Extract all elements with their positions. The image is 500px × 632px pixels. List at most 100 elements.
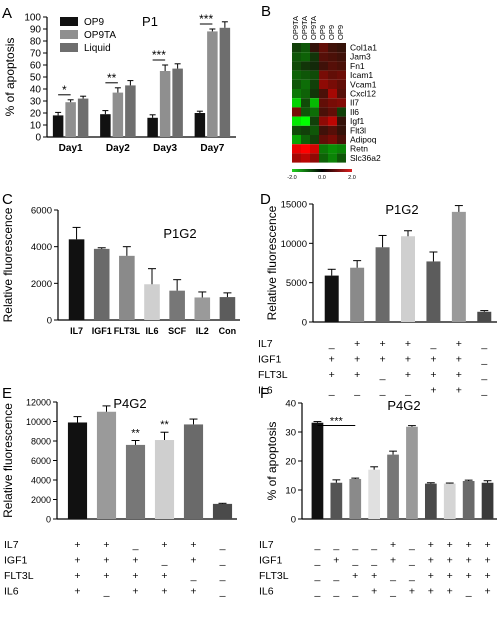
x-tick-label: SCF: [168, 326, 187, 336]
condition-symbol: +: [405, 354, 411, 366]
condition-label: IL6: [4, 586, 19, 598]
heatmap-cell: [310, 116, 319, 126]
bar: [93, 248, 110, 320]
heatmap-cell: [292, 107, 301, 117]
heatmap-cell: [292, 52, 301, 62]
chart-panel-f: 0 10 20 30 40 % of apoptosis P4G2 *** IL7 _ _ _ _ + _ +…: [259, 398, 497, 598]
heatmap-row-label: Retn: [350, 144, 368, 154]
condition-symbol: +: [161, 570, 167, 582]
heatmap-row-label: Il6: [350, 107, 359, 117]
heatmap-cell: [328, 61, 337, 71]
x-tick-label: IL6: [145, 326, 158, 336]
condition-label: FLT3L: [258, 369, 288, 381]
heatmap-column-label: OP9TA: [300, 16, 309, 40]
heatmap-cell: [328, 116, 337, 126]
bar: [172, 68, 183, 137]
heatmap-cell: [301, 70, 310, 80]
bar: [112, 92, 124, 137]
condition-symbol: _: [332, 586, 339, 598]
bar: [212, 503, 233, 519]
heatmap-cell: [328, 125, 337, 135]
condition-symbol: +: [74, 555, 80, 567]
bar: [159, 71, 171, 137]
bar: [183, 424, 204, 519]
heatmap-cell: [319, 43, 328, 53]
heatmap-cell: [292, 79, 301, 89]
heatmap-cell: [319, 125, 328, 135]
heatmap-cell: [337, 116, 346, 126]
condition-symbol: +: [447, 539, 453, 551]
y-tick-label: 0: [46, 515, 51, 525]
y-tick-label: 40: [30, 85, 42, 96]
panel-label-d: D: [260, 191, 271, 208]
chart-title: P1G2: [385, 202, 418, 217]
condition-symbol: _: [370, 539, 377, 551]
heatmap-row-label: Fn1: [350, 61, 365, 71]
bar: [52, 115, 64, 137]
heatmap-cell: [328, 98, 337, 108]
bar: [100, 114, 111, 137]
condition-symbol: _: [370, 555, 377, 567]
heatmap-cell: [310, 135, 319, 145]
heatmap-cell: [328, 70, 337, 80]
heatmap-cell: [337, 98, 346, 108]
y-tick-label: 10000: [26, 417, 51, 427]
bar: [481, 482, 494, 519]
bar: [424, 483, 437, 519]
color-scale-bar: [292, 169, 352, 172]
heatmap-cell: [310, 125, 319, 135]
condition-symbol: _: [351, 586, 358, 598]
heatmap-cell: [319, 79, 328, 89]
bar: [368, 469, 381, 519]
heatmap-row-label: Col1a1: [350, 43, 377, 53]
condition-symbol: +: [484, 539, 490, 551]
condition-symbol: +: [103, 570, 109, 582]
y-axis-label: Relative fluorescence: [265, 205, 279, 320]
heatmap-cell: [301, 116, 310, 126]
bar: [68, 239, 85, 320]
condition-symbol: +: [132, 570, 138, 582]
heatmap-cell: [319, 98, 328, 108]
condition-symbol: _: [328, 338, 335, 350]
heatmap-cell: [310, 98, 319, 108]
condition-symbol: _: [480, 369, 487, 381]
condition-symbol: +: [74, 539, 80, 551]
panel-label-f: F: [260, 385, 269, 402]
heatmap-row-label: Jam3: [350, 52, 371, 62]
significance-label: ***: [152, 48, 166, 62]
y-tick-label: 40: [285, 399, 296, 410]
heatmap-cell: [319, 144, 328, 154]
condition-symbol: _: [389, 586, 396, 598]
heatmap-cell: [310, 107, 319, 117]
heatmap-cell: [319, 107, 328, 117]
heatmap-cell: [328, 52, 337, 62]
y-tick-label: 30: [285, 428, 296, 439]
heatmap-cell: [319, 52, 328, 62]
chart-panel-b: Col1a1Jam3Fn1Icam1Vcam1Cxcl12Il7Il6Igf1F…: [287, 16, 381, 181]
panel-label-b: B: [261, 3, 271, 20]
condition-symbol: +: [456, 354, 462, 366]
condition-symbol: +: [190, 586, 196, 598]
condition-symbol: +: [354, 338, 360, 350]
x-tick-label: IL7: [70, 326, 83, 336]
condition-symbol: +: [329, 354, 335, 366]
panel-label-a: A: [2, 5, 12, 22]
y-tick-label: 15000: [281, 200, 307, 211]
heatmap-cell: [328, 153, 337, 163]
condition-symbol: +: [430, 354, 436, 366]
significance-label: **: [107, 71, 117, 85]
condition-symbol: _: [408, 555, 415, 567]
bar: [65, 102, 76, 137]
y-tick-label: 10: [30, 121, 42, 132]
condition-symbol: _: [132, 539, 139, 551]
y-tick-label: 2000: [31, 279, 52, 290]
heatmap-cell: [310, 79, 319, 89]
heatmap-cell: [301, 61, 310, 71]
heatmap-cell: [301, 135, 310, 145]
condition-symbol: _: [161, 555, 168, 567]
bar: [451, 211, 466, 322]
color-scale-label: 2.0: [348, 175, 356, 181]
color-scale-label: 0.0: [318, 175, 326, 181]
heatmap-row-label: Il7: [350, 98, 359, 108]
bar: [462, 481, 475, 519]
